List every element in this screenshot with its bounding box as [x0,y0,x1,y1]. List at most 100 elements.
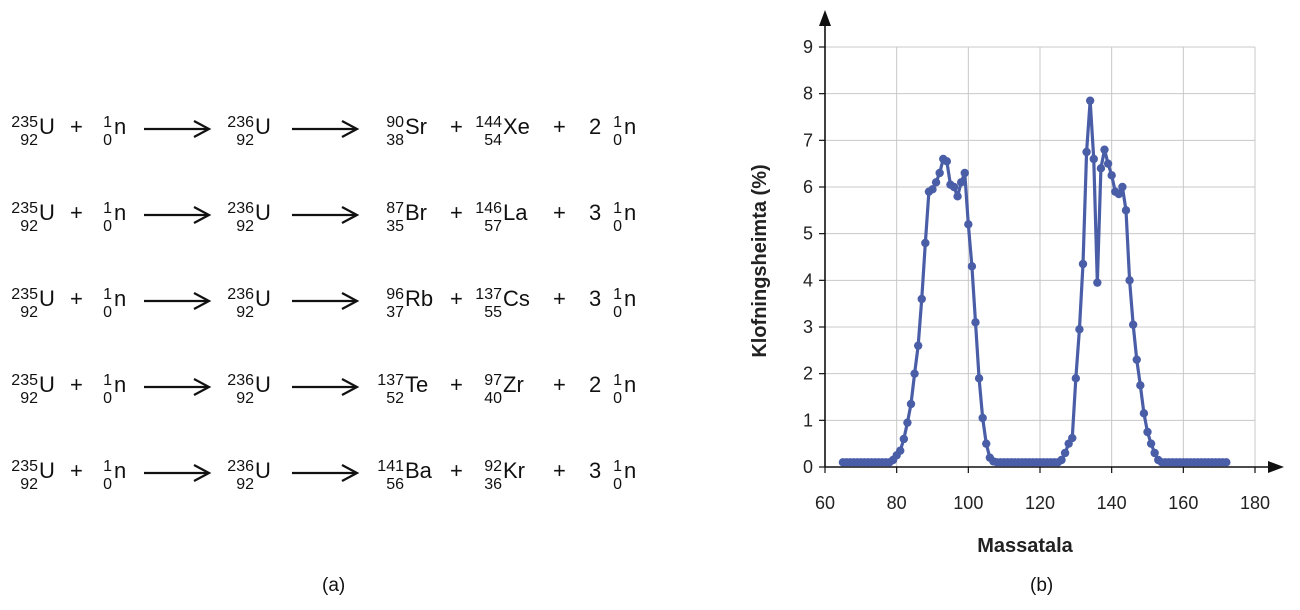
uranium-236-symbol: U [255,372,271,397]
incoming-neutron-symbol: n [114,372,127,397]
uranium-235-atomic-number: 92 [20,390,38,407]
uranium-236-atomic-number: 92 [236,132,254,149]
uranium-236-mass-number: 236 [227,372,254,389]
released-neutron-mass-number: 1 [613,114,622,131]
data-point [1060,448,1070,458]
incoming-neutron-symbol: n [114,286,127,311]
uranium-235-symbol: U [39,114,55,139]
incoming-neutron-mass-number: 1 [103,114,112,131]
uranium-236-mass-number: 236 [227,200,254,217]
uranium-236-atomic-number: 92 [236,218,254,235]
data-point [1093,278,1102,287]
y-tick-label: 7 [803,130,813,150]
uranium-236-atomic-number: 92 [236,476,254,493]
reaction-arrow-icon [292,206,360,224]
uranium-235-mass-number: 235 [11,200,38,217]
fission-product-2-atomic-number: 57 [484,218,502,235]
fission-product-1-scripts: 137 52 [370,371,404,411]
uranium-236-symbol: U [255,114,271,139]
plus-sign: + [553,114,566,139]
plus-sign: + [70,200,83,225]
incoming-neutron-symbol: n [114,458,127,483]
data-point [1139,409,1149,418]
data-point [899,434,909,444]
equation-row: 235 92 U +1 0 n 236 92 U 96 37 Rb +137 55 Cs +3 1 0 n [0,275,720,335]
incoming-neutron-atomic-number: 0 [103,132,112,149]
plus-sign: + [450,286,463,311]
fission-product-1-symbol: Rb [405,286,434,311]
uranium-235-symbol: U [39,286,55,311]
incoming-neutron-mass-number: 1 [103,458,112,475]
uranium-235-scripts: 235 92 [4,113,38,153]
plus-sign: + [553,458,566,483]
reaction-arrow-icon [292,292,360,310]
caption-a: (a) [322,575,346,596]
fission-product-2-atomic-number: 54 [484,132,502,149]
reaction-arrow-icon [144,378,212,396]
data-point [928,185,937,194]
data-point [1128,320,1138,329]
uranium-235-atomic-number: 92 [20,304,38,321]
plus-sign: + [450,114,463,139]
data-point [913,341,923,350]
data-point [906,399,916,409]
data-point [978,413,987,423]
data-point [1136,381,1145,390]
equation-row: 235 92 U +1 0 n 236 92 U 87 35 Br +146 57 La +3 1 0 n [0,189,720,249]
data-point [935,168,944,178]
reaction-arrow-icon [144,206,212,224]
data-point [1114,189,1124,199]
uranium-235-atomic-number: 92 [20,476,38,493]
fission-product-2-scripts: 97 40 [468,371,502,411]
fission-product-2-scripts: 137 55 [468,285,502,325]
data-point [1082,147,1091,157]
data-point [974,374,984,383]
data-point [953,192,962,201]
data-point [949,182,959,192]
uranium-235-scripts: 235 92 [4,285,38,325]
data-point [956,178,966,187]
fission-product-1-symbol: Sr [405,114,427,139]
neutron-count: 3 [589,200,602,225]
y-tick-label: 3 [803,317,813,337]
uranium-235-symbol: U [39,200,55,225]
uranium-235-mass-number: 235 [11,372,38,389]
equation-row: 235 92 U +1 0 n 236 92 U 141 56 Ba +92 36 Kr +3 1 0 n [0,447,720,507]
fission-product-1-scripts: 90 38 [370,113,404,153]
plus-sign: + [70,372,83,397]
fission-product-1-symbol: Br [405,200,427,225]
uranium-236-mass-number: 236 [227,286,254,303]
incoming-neutron-symbol: n [114,114,127,139]
plus-sign: + [70,114,83,139]
y-axis-arrow-icon [819,10,831,26]
released-neutron-atomic-number: 0 [613,132,622,149]
data-point [1125,276,1134,285]
uranium-235-mass-number: 235 [11,286,38,303]
x-tick-label: 160 [1168,493,1198,513]
data-point [1085,96,1095,105]
uranium-235-symbol: U [39,458,55,483]
y-tick-label: 9 [803,37,813,57]
fission-product-2-atomic-number: 55 [484,304,502,321]
data-point [1107,171,1116,180]
fission-product-2-mass-number: 137 [475,286,502,303]
released-neutron-atomic-number: 0 [613,304,622,321]
incoming-neutron-atomic-number: 0 [103,304,112,321]
incoming-neutron-atomic-number: 0 [103,218,112,235]
y-tick-label: 4 [803,270,813,290]
uranium-235-symbol: U [39,372,55,397]
data-point [1096,164,1106,173]
incoming-neutron-atomic-number: 0 [103,476,112,493]
data-point [1057,455,1066,465]
data-point [921,238,930,248]
uranium-236-scripts: 236 92 [220,457,254,497]
data-point [910,369,919,378]
plus-sign: + [70,286,83,311]
uranium-236-mass-number: 236 [227,458,254,475]
chart-svg: 0 1 2 3 4 5 6 7 8 9 60 80 100 120 140 160 180 Massatala Kl… [749,10,1284,557]
